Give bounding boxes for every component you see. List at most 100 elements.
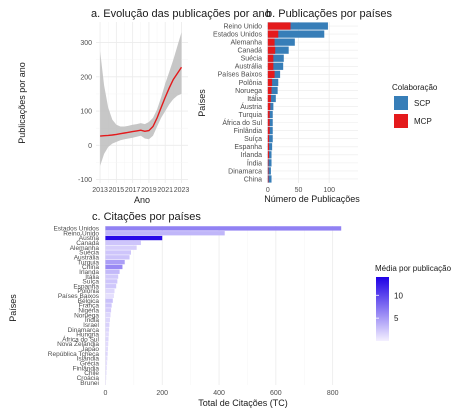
bar-citations-italia xyxy=(105,274,119,279)
panel-c-category-label: Israel xyxy=(83,322,99,329)
panel-a-x-tick-labels: 2013 2015 2017 2019 2021 2023 xyxy=(92,187,189,194)
bar-scp-noruega xyxy=(267,86,278,95)
panel-b-category-label: Polônia xyxy=(239,80,262,87)
panel-c-category-label: Bélgica xyxy=(78,298,100,305)
bar-citations-grecia xyxy=(105,361,108,366)
panel-b-title: b. Publicações por países xyxy=(266,8,392,20)
panel-c-category-label: Áustria xyxy=(79,233,100,242)
panel-c-category-label: Finlândia xyxy=(73,365,100,372)
panel-b-category-label: Alemanha xyxy=(230,40,262,47)
panel-c-category-label: Suécia xyxy=(79,250,99,257)
panel-a-x-tick-label: 2023 xyxy=(174,187,190,194)
bar-citations-suecia xyxy=(105,250,131,255)
panel-c-y-axis-title: Países xyxy=(8,294,18,322)
panel-a-confidence-band xyxy=(100,32,182,166)
panel-c-category-label: Reino Unido xyxy=(63,230,99,237)
bar-scp-dinamarca xyxy=(267,167,271,175)
bar-citations-alemanha xyxy=(105,245,137,250)
panel-a-x-axis-title: Ano xyxy=(134,195,150,205)
panel-b-category-label: Suécia xyxy=(241,56,263,63)
bar-citations-croacia xyxy=(105,375,107,380)
panel-b-legend-title: Colaboração xyxy=(392,83,438,92)
panel-b-category-label: Itália xyxy=(247,96,262,103)
panel-b-category-label: Irlanda xyxy=(241,152,263,159)
panel-c-category-label: Croácia xyxy=(77,375,100,382)
panel-b-bars xyxy=(267,22,328,183)
panel-c-bars xyxy=(105,226,342,385)
panel-b-category-label: Índia xyxy=(247,158,262,167)
panel-c-title: c. Citações por países xyxy=(92,211,201,223)
panel-c-category-label: Canadá xyxy=(76,240,99,247)
bar-citations-franca xyxy=(105,303,112,308)
panel-b-x-tick-label: 0 xyxy=(266,187,270,194)
bar-citations-australia xyxy=(105,255,130,260)
bar-mcp-india xyxy=(267,159,269,167)
panel-a-x-tick-label: 2015 xyxy=(109,187,125,194)
bar-mcp-china xyxy=(267,175,269,183)
panel-c-category-label: Japão xyxy=(81,346,99,353)
bar-citations-finlandia xyxy=(105,365,107,371)
panel-c-category-label: Dinamarca xyxy=(68,327,100,334)
panel-c-category-label: África do Sul xyxy=(62,334,99,343)
panel-c-category-label: Índia xyxy=(85,315,99,324)
bar-mcp-austria xyxy=(267,102,271,111)
panel-b-category-label: Espanha xyxy=(234,144,262,151)
panel-b-x-tick-label: 50 xyxy=(295,187,303,194)
panel-a-line-path xyxy=(100,66,183,137)
panel-c-x-tick-label: 600 xyxy=(270,390,282,397)
panel-c-category-label: Chile xyxy=(84,370,99,377)
panel-c-category-label: Suíça xyxy=(82,279,99,286)
panel-c-category-label: Espanha xyxy=(73,283,99,290)
panel-c-category-label: Austrália xyxy=(74,255,100,262)
panel-a-y-tick-label: 0 xyxy=(88,143,92,150)
bar-citations-brunei xyxy=(105,380,107,385)
panel-a-y-tick-labels: -100 0 100 200 300 xyxy=(78,40,92,184)
panel-c-category-label: Nigéria xyxy=(78,308,99,315)
panel-b-category-label: Turquia xyxy=(239,112,263,119)
panel-c-legend-title: Média por publicação xyxy=(375,264,452,273)
bar-mcp-suecia xyxy=(267,54,274,62)
bar-mcp-turquia xyxy=(267,110,270,119)
legend-key-mcp xyxy=(394,114,408,128)
bar-citations-islandia xyxy=(105,356,108,361)
bar-mcp-suica xyxy=(267,135,270,143)
bar-citations-reino-unido xyxy=(105,231,225,236)
panel-c-category-label: Grécia xyxy=(80,361,100,368)
bar-citations-china xyxy=(105,264,123,270)
bar-scp-china xyxy=(267,175,272,183)
bar-citations-india xyxy=(105,317,110,323)
panel-c-category-label: Nova Zelândia xyxy=(57,341,99,348)
panel-c-x-tick-label: 200 xyxy=(156,390,168,397)
bar-mcp-estados-unidos xyxy=(267,30,279,38)
bar-citations-paises-baixos xyxy=(105,293,114,299)
panel-b-category-label: Estados Unidos xyxy=(213,31,263,38)
bar-scp-india xyxy=(267,159,272,167)
panel-c-category-label: Itália xyxy=(85,274,99,281)
bar-mcp-alemanha xyxy=(267,38,275,46)
bar-mcp-dinamarca xyxy=(267,167,269,175)
bar-scp-australia xyxy=(267,62,284,70)
bar-citations-japao xyxy=(105,346,108,352)
panel-b-category-label: África do Sul xyxy=(222,118,262,127)
panel-c-category-label: Brunei xyxy=(80,380,99,387)
panel-c-category-label: Noruega xyxy=(74,312,99,319)
panel-a-y-tick-label: -100 xyxy=(78,177,92,184)
panel-c-x-tick-label: 0 xyxy=(103,390,107,397)
panel-b-x-tick-label: 100 xyxy=(323,187,335,194)
panel-b-category-label: Finlândia xyxy=(234,128,263,135)
bar-scp-austria xyxy=(267,102,274,111)
panel-c-category-label: França xyxy=(79,303,100,310)
panel-b-category-label: Reino Unido xyxy=(223,23,262,30)
panel-c-category-label: Países Baixos xyxy=(58,293,100,300)
bar-citations-republica-tcheca xyxy=(105,351,108,356)
bar-citations-espanha xyxy=(105,284,117,289)
panel-a-trend-line xyxy=(100,66,183,137)
panel-c-category-label: Hungria xyxy=(76,332,99,339)
legend-key-scp xyxy=(394,96,408,110)
bar-citations-dinamarca xyxy=(105,327,110,332)
panel-b-category-label: Áustria xyxy=(240,102,262,111)
